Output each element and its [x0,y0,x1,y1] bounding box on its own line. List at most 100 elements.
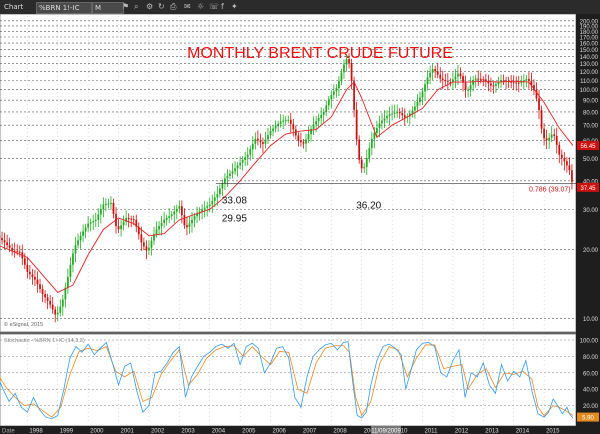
candle-body [553,134,556,136]
y-tick-label: 180.00 [580,30,599,36]
facebook-icon[interactable]: f [221,2,224,11]
candle-body [102,204,105,210]
y-tick-label: 110.00 [580,79,599,85]
candle-body [495,84,497,87]
candle-body [221,183,224,189]
settings-icon[interactable]: ⚙ [146,2,154,11]
candle-body [256,138,259,141]
candle-body [449,82,452,84]
candle-body [426,77,429,85]
candle-body [29,271,31,275]
candle-body [89,222,92,224]
chat-icon[interactable]: ☏ [209,2,220,11]
candle-body [104,203,107,205]
candle-body [132,219,135,221]
candle-body [398,112,401,114]
candle-body [484,79,487,82]
x-tick-label: 2001 [121,429,135,434]
stoch-tick-label: 20.00 [583,404,599,410]
candle-body [528,79,530,81]
candle-body [72,253,74,265]
candle-body [175,208,178,212]
x-tick-label: 1999 [60,429,74,434]
interval-select[interactable]: M [92,2,124,14]
price-panel [0,14,577,333]
candle-body [234,168,236,172]
candle-body [530,80,533,86]
x-tick-label: 2005 [242,429,256,434]
ma-price-label-badge [577,141,599,151]
cursor-date-label: 11/09/2009 [371,429,401,434]
ma-price-label: 56.45 [580,144,596,150]
candle-body [525,79,528,81]
lightbulb-icon[interactable]: ☼ [197,2,205,11]
candle-body [107,203,110,205]
candle-body [213,197,216,201]
candle-body [568,165,571,171]
candle-body [312,124,315,130]
candle-body [137,226,140,235]
candle-body [408,113,411,117]
x-tick-label: 1998 [29,429,43,434]
candle-body [487,81,490,84]
candle-body [550,134,553,138]
candle-body [188,223,191,228]
search-icon[interactable]: ⌕ [134,2,139,11]
candle-body [452,79,454,83]
x-tick-label: 2014 [516,429,530,434]
candle-body [259,140,262,143]
moving-average-line [0,80,574,294]
candle-body [269,131,272,136]
y-tick-label: 80.00 [583,110,599,116]
bookmark-icon[interactable]: ⚑ [122,2,130,11]
candle-body [173,211,176,215]
candle-body [18,251,21,253]
y-tick-label: 90.00 [583,99,599,105]
fibonacci-label: 0.786 (39.07) [529,186,571,193]
candle-body [201,209,204,212]
chart-canvas[interactable]: 10.00 20.00 30.00 40.00 50.00 60.00 70.00 80.00… [0,14,600,434]
candle-body [13,250,16,252]
candle-body [26,264,29,272]
candle-body [135,219,138,227]
y-tick-label: 50.00 [583,157,599,163]
candle-body [191,219,193,224]
refresh-icon[interactable]: ↻ [158,2,165,11]
candle-body [472,80,475,85]
candle-body [183,215,186,226]
candle-body [358,139,361,160]
price-annotation: 36.20 [356,201,381,212]
candle-body [44,294,46,298]
candle-body [163,219,166,223]
candle-body [431,69,434,73]
candle-body [335,88,338,92]
candle-body [522,80,525,83]
y-tick-label: 150.00 [580,48,599,54]
y-tick-label: 200.00 [580,19,599,25]
candle-body [168,216,171,219]
candle-body [69,264,72,277]
candle-body [31,274,34,277]
candle-body [231,171,234,174]
candle-body [16,251,19,253]
candle-body [515,82,518,84]
candle-body [79,235,82,241]
x-tick-label: 2003 [181,429,195,434]
candle-body [376,128,378,134]
stochastic-panel [0,333,577,427]
candle-body [355,109,358,140]
candle-body [307,134,310,140]
candle-body [320,114,323,118]
candle-body [125,218,128,222]
candle-body [381,120,383,124]
candle-body [59,306,62,313]
email-icon[interactable]: ✉ [184,2,191,11]
print-icon[interactable]: ⎙ [170,2,177,11]
candle-body [436,71,439,75]
symbol-input[interactable]: %BRN 1!-IC [36,2,92,14]
candle-body [343,64,345,73]
current-price-label: 37.45 [580,186,596,192]
twitter-icon[interactable]: ✦ [231,2,238,11]
stochastic-d-line [0,344,574,418]
